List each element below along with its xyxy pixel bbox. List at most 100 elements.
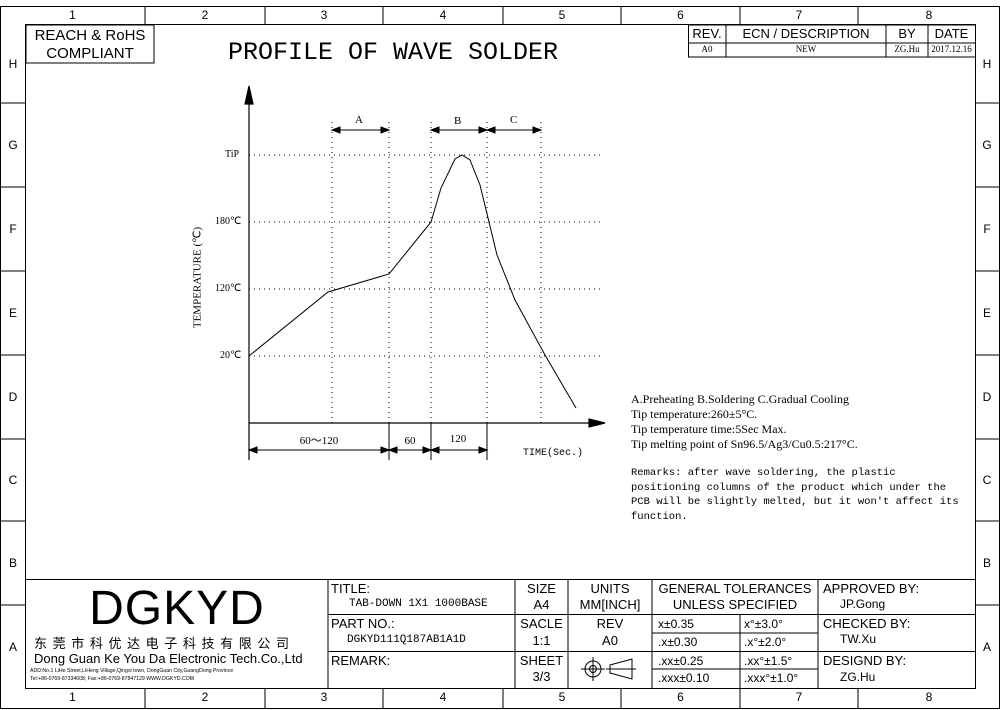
by-value: ZG.Hu — [894, 44, 920, 54]
row-label: C — [982, 473, 992, 487]
designed-label: DESIGND BY: — [823, 653, 907, 668]
tolerance-linear: x±0.35 — [658, 617, 694, 631]
checked-label: CHECKED BY: — [823, 616, 911, 631]
y-tick-tip: TiP — [225, 149, 240, 160]
row-label: A — [8, 639, 17, 654]
row-label: D — [8, 390, 18, 404]
y-axis-label: TEMPERATURE (℃) — [191, 226, 204, 329]
column-label: 6 — [677, 690, 684, 704]
rev-value: A0 — [701, 44, 713, 54]
part-no-label: PART NO.: — [331, 616, 395, 631]
column-label: 4 — [439, 690, 447, 704]
row-label: E — [982, 306, 991, 320]
approved-value: JP.Gong — [840, 597, 886, 611]
time-dimension-2-arrow-icon — [422, 446, 433, 454]
size-value: A4 — [533, 597, 550, 612]
rev-header: REV. — [692, 26, 722, 41]
sheet-label: SHEET — [519, 653, 564, 668]
note-tip-time: Tip temperature time:5Sec Max. — [631, 422, 787, 436]
row-label: B — [982, 556, 991, 570]
tolerance-title-2: UNLESS SPECIFIED — [672, 597, 798, 612]
wave-solder-chart — [244, 85, 606, 460]
company-name-cn: 东 莞 市 科 优 达 电 子 科 技 有 限 公 司 — [34, 636, 290, 651]
note-melting-point: Tip melting point of Sn96.5/Ag3/Cu0.5:21… — [631, 437, 858, 451]
phase-a-dimension-arrow-icon — [330, 126, 341, 134]
phase-label-b: B — [454, 115, 462, 127]
tolerance-angular: .x°±2.0° — [744, 635, 787, 649]
column-label: 1 — [69, 8, 76, 22]
scale-label: SACLE — [520, 616, 563, 631]
rev-value-block: A0 — [602, 633, 618, 648]
temperature-profile-curve — [248, 154, 577, 409]
row-label: C — [8, 473, 18, 487]
title-value: TAB-DOWN 1X1 1000BASE — [349, 598, 488, 610]
phase-label-a: A — [355, 114, 363, 126]
units-label: UNITS — [590, 581, 630, 596]
phase-c-dimension-arrow-icon — [532, 126, 543, 134]
time-dimension-3-arrow-icon — [429, 446, 440, 454]
time-dimension-3-arrow-icon — [478, 446, 489, 454]
phase-label-c: C — [510, 114, 518, 126]
company-contact: Tel:+86-0769-87334608; Fax:+86-0769-8784… — [30, 676, 195, 682]
note-tip-temperature: Tip temperature:260±5°C. — [631, 407, 758, 421]
column-label: 7 — [795, 690, 803, 704]
company-name-en: Dong Guan Ke You Da Electronic Tech.Co.,… — [34, 651, 303, 666]
remarks-line: positioning columns of the product which… — [631, 482, 947, 494]
title-label: TITLE: — [331, 581, 371, 596]
remark-label: REMARK: — [331, 653, 391, 668]
time-segment-3: 120 — [449, 433, 467, 445]
remarks-line: PCB will be slightly melted, but it won'… — [631, 496, 959, 508]
row-label: H — [8, 56, 18, 71]
tolerance-angular: .xx°±1.5° — [744, 654, 793, 668]
row-label: A — [982, 639, 991, 654]
approved-label: APPROVED BY: — [823, 581, 920, 596]
remarks-line: Remarks: after wave soldering, the plast… — [631, 467, 896, 479]
ecn-header: ECN / DESCRIPTION — [742, 26, 870, 41]
column-label: 1 — [69, 690, 76, 704]
row-label: F — [9, 222, 17, 236]
tolerance-angular: x°±3.0° — [744, 617, 783, 631]
designed-value: ZG.Hu — [840, 670, 876, 684]
ecn-value: NEW — [795, 44, 817, 54]
tolerance-angular: .xxx°±1.0° — [744, 671, 799, 685]
column-label: 3 — [320, 8, 328, 22]
column-label: 4 — [439, 8, 447, 22]
tolerance-linear: .xx±0.25 — [658, 654, 704, 668]
tolerance-linear: .xxx±0.10 — [658, 671, 710, 685]
column-label: 2 — [201, 690, 209, 704]
checked-value: TW.Xu — [840, 632, 877, 646]
time-dimension-2-arrow-icon — [387, 446, 398, 454]
row-label: H — [982, 56, 992, 71]
date-header: DATE — [934, 26, 969, 41]
row-label: G — [982, 138, 992, 152]
phase-b-dimension-arrow-icon — [478, 126, 489, 134]
by-header: BY — [898, 26, 916, 41]
column-label: 5 — [558, 690, 566, 704]
column-label: 2 — [201, 8, 209, 22]
note-legend: A.Preheating B.Soldering C.Gradual Cooli… — [631, 392, 849, 406]
time-segment-2: 60 — [404, 435, 416, 447]
column-label: 5 — [558, 8, 566, 22]
x-axis-arrow-icon — [588, 418, 606, 428]
row-label: F — [983, 222, 991, 236]
tolerance-title-1: GENERAL TOLERANCES — [658, 581, 812, 596]
column-label: 8 — [925, 690, 933, 704]
compliance-line-1: REACH & RoHS — [34, 27, 146, 44]
row-label: E — [8, 306, 17, 320]
y-axis-arrow-icon — [244, 85, 254, 105]
units-value: MM[INCH] — [579, 597, 641, 612]
time-dimension-1-arrow-icon — [380, 446, 391, 454]
row-label: B — [8, 556, 17, 570]
y-tick-180: 180℃ — [215, 216, 242, 227]
tolerance-linear: .x±0.30 — [658, 635, 698, 649]
row-label: G — [8, 138, 18, 152]
row-label: D — [982, 390, 992, 404]
part-no-value: DGKYD111Q187AB1A1D — [347, 634, 466, 646]
compliance-line-2: COMPLIANT — [46, 45, 134, 62]
projection-symbol-icon — [581, 657, 636, 681]
time-dimension-1-arrow-icon — [247, 446, 258, 454]
size-label: SIZE — [527, 581, 556, 596]
time-segment-1: 60～120 — [299, 435, 339, 447]
column-label: 7 — [795, 8, 803, 22]
